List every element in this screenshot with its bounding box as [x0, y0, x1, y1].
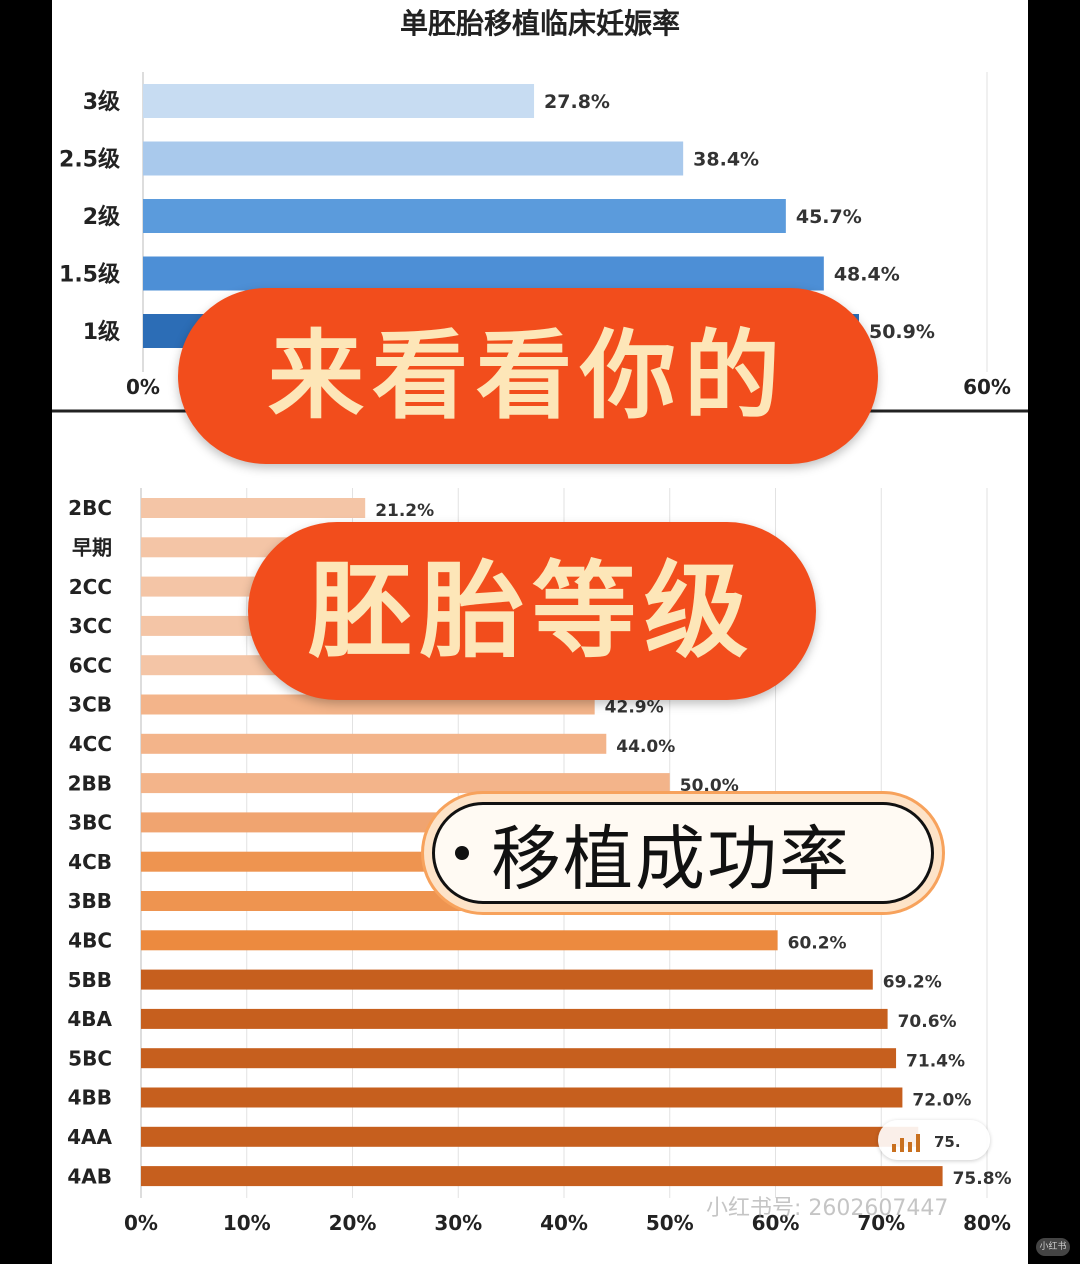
chart1-title: 单胚胎移植临床妊娠率: [399, 7, 680, 40]
category-label: 6CC: [69, 653, 112, 677]
data-label: 27.8%: [544, 91, 610, 113]
bar: [143, 256, 824, 291]
corner-badge: 小红书: [1036, 1238, 1070, 1256]
bullet-dot-icon: [455, 846, 469, 860]
bar: [141, 930, 778, 951]
bar: [141, 1048, 897, 1069]
category-label: 3BC: [68, 811, 112, 835]
category-label: 4AB: [67, 1164, 112, 1188]
banner-line2: 胚胎等级: [248, 522, 816, 700]
subtitle-badge: 移植成功率: [424, 794, 942, 912]
data-label: 45.7%: [796, 206, 862, 228]
banner-line1: 来看看你的: [178, 288, 878, 464]
bar: [143, 84, 535, 118]
watermark-id: 小红书号: 2602607447: [706, 1196, 949, 1221]
category-label: 3CB: [68, 693, 112, 717]
category-label: 3CC: [69, 614, 112, 638]
category-label: 4CC: [69, 732, 112, 756]
data-label: 42.9%: [605, 698, 664, 718]
data-label: 38.4%: [693, 148, 759, 170]
category-label: 2级: [83, 204, 120, 230]
x-tick-label: 0%: [124, 1211, 158, 1235]
data-label: 72.0%: [912, 1091, 971, 1111]
category-label: 2BB: [68, 771, 112, 795]
bar: [143, 199, 786, 233]
subtitle-text: 移植成功率: [491, 817, 851, 900]
category-label: 1级: [83, 319, 120, 345]
category-label: 4BA: [67, 1007, 112, 1031]
bar: [143, 141, 684, 176]
x-tick-label: 10%: [223, 1211, 271, 1235]
data-label: 60.2%: [788, 933, 847, 953]
data-label: 69.2%: [883, 973, 942, 993]
data-label: 44.0%: [616, 737, 675, 757]
category-label: 4AA: [67, 1125, 112, 1149]
x-tick-label: 50%: [646, 1211, 694, 1235]
data-label: 48.4%: [834, 263, 900, 285]
bar: [141, 1126, 919, 1147]
x-tick-label: 80%: [963, 1211, 1011, 1235]
x-tick-label: 0%: [126, 375, 160, 399]
category-label: 1.5级: [59, 261, 120, 287]
data-label: 75.8%: [953, 1169, 1012, 1189]
data-label: 70.6%: [898, 1012, 957, 1032]
bar: [141, 1166, 943, 1187]
category-label: 3级: [83, 89, 120, 115]
x-tick-label: 40%: [540, 1211, 588, 1235]
watermark-partial-value: 75.: [934, 1133, 961, 1151]
category-label: 2CC: [69, 575, 112, 599]
category-label: 4CB: [68, 850, 112, 874]
bar: [141, 1087, 903, 1108]
category-label: 早期: [72, 536, 112, 560]
category-label: 4BC: [68, 929, 112, 953]
category-label: 5BB: [68, 968, 112, 992]
bar-logo-icon: 75.: [892, 1133, 961, 1152]
watermark-logo: 75.: [878, 1120, 990, 1160]
data-label: 50.9%: [869, 321, 935, 343]
category-label: 2.5级: [59, 146, 120, 172]
category-label: 2BC: [68, 496, 112, 520]
x-tick-label: 20%: [329, 1211, 377, 1235]
data-label: 21.2%: [375, 501, 434, 521]
data-label: 50.0%: [680, 776, 739, 796]
data-label: 71.4%: [906, 1051, 965, 1071]
x-tick-label: 60%: [752, 1211, 800, 1235]
bar: [141, 733, 607, 754]
x-tick-label: 60%: [963, 375, 1011, 399]
category-label: 3BB: [68, 889, 112, 913]
x-tick-label: 70%: [857, 1211, 905, 1235]
bar: [141, 498, 366, 518]
x-tick-label: 30%: [434, 1211, 482, 1235]
category-label: 5BC: [68, 1046, 112, 1070]
bar: [141, 969, 873, 990]
bar: [141, 1008, 888, 1029]
category-label: 4BB: [68, 1086, 112, 1110]
bar: [141, 773, 670, 794]
